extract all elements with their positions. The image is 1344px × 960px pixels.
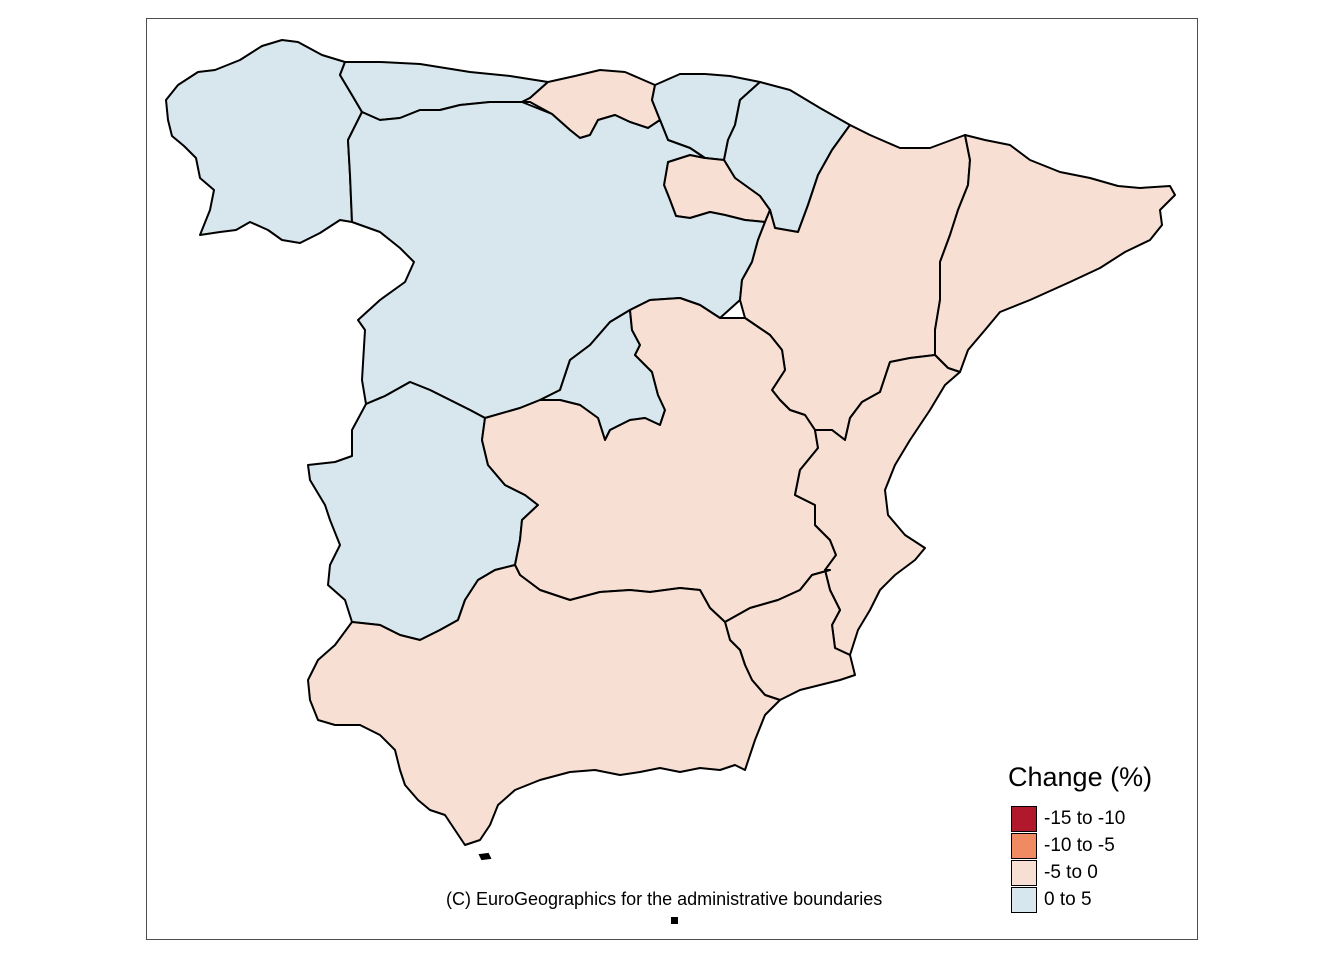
legend-label: 0 to 5 xyxy=(1044,889,1092,910)
legend-swatch xyxy=(1011,887,1037,913)
map-frame xyxy=(146,18,1198,940)
region-cataluna xyxy=(934,134,1176,373)
region-andalucia xyxy=(307,564,781,846)
region-galicia xyxy=(165,39,363,244)
legend-label: -5 to 0 xyxy=(1044,862,1098,883)
legend-swatch xyxy=(1011,833,1037,859)
legend-swatch xyxy=(1011,860,1037,886)
legend-label: -10 to -5 xyxy=(1044,835,1115,856)
credit-text: (C) EuroGeographics for the administrati… xyxy=(446,889,883,909)
islet xyxy=(671,917,678,924)
legend-label: -15 to -10 xyxy=(1044,808,1126,829)
legend-title: Change (%) xyxy=(1008,762,1153,792)
islet xyxy=(478,852,492,861)
legend-swatch xyxy=(1011,806,1037,832)
